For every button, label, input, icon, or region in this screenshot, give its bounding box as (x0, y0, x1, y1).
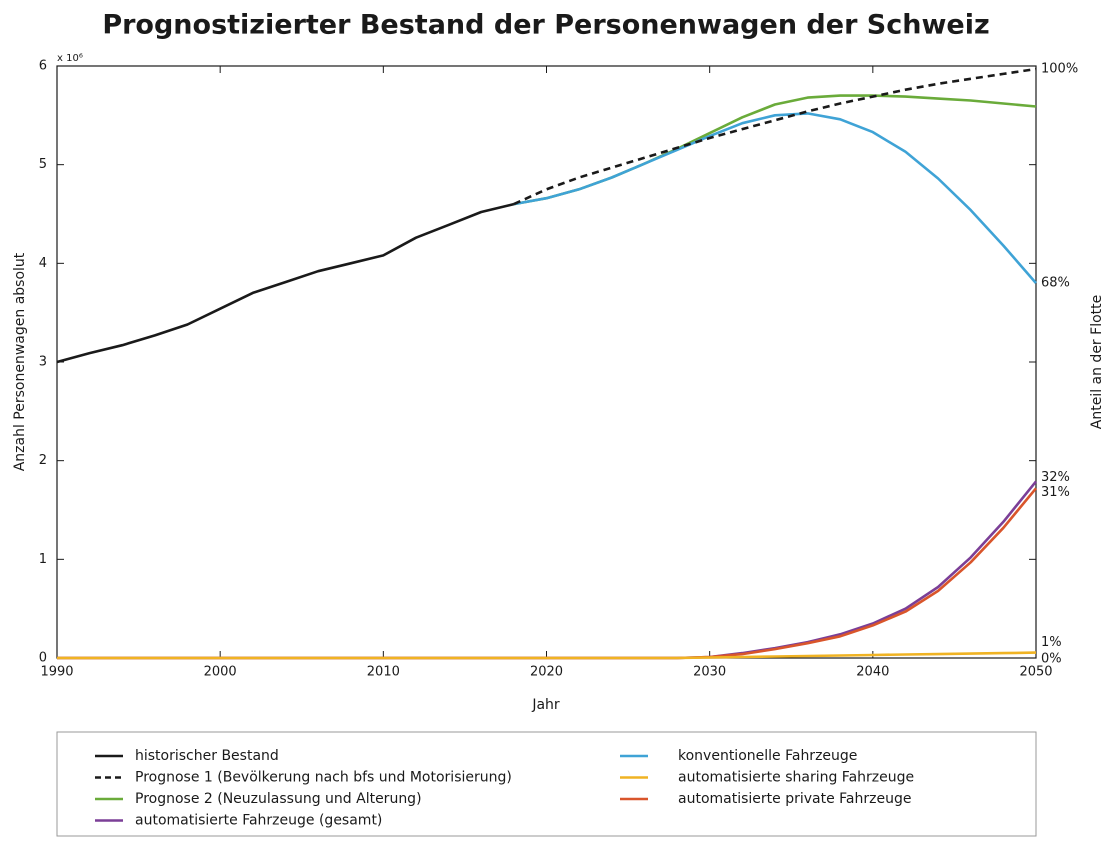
legend-label: konventionelle Fahrzeuge (678, 748, 857, 764)
plot-frame (56, 65, 1037, 659)
end-label: 32% (1041, 470, 1070, 485)
annotation: 0% (1041, 652, 1062, 667)
end-label: 1% (1041, 635, 1062, 650)
y-multiplier: x 10⁶ (57, 53, 83, 64)
legend-label: Prognose 2 (Neuzulassung und Alterung) (135, 791, 422, 807)
legend-label: automatisierte private Fahrzeuge (678, 791, 911, 807)
y-tick-label: 0 (39, 651, 47, 666)
series-line (56, 202, 515, 364)
end-label: 68% (1041, 276, 1070, 291)
end-label: 100% (1041, 61, 1078, 76)
x-tick-label: 2010 (367, 665, 400, 680)
series-line (57, 487, 1038, 660)
legend-frame (56, 731, 1037, 837)
x-tick-label: 2000 (204, 665, 237, 680)
x-tick-label: 2040 (856, 665, 889, 680)
y-tick-label: 5 (39, 157, 47, 172)
legend-label: automatisierte sharing Fahrzeuge (678, 770, 914, 786)
legend-label: historischer Bestand (135, 748, 279, 764)
y2-axis-label: Anteil an der Flotte (1089, 295, 1105, 430)
y-tick-label: 4 (39, 256, 47, 271)
series-line (513, 112, 1037, 284)
y-tick-label: 6 (39, 59, 47, 74)
y-tick-label: 1 (39, 552, 47, 567)
x-tick-label: 2020 (530, 665, 563, 680)
y-tick-label: 2 (39, 453, 47, 468)
series-line (513, 94, 1037, 206)
x-tick-label: 1990 (40, 665, 73, 680)
x-tick-label: 2030 (693, 665, 726, 680)
series-line (57, 651, 1037, 660)
chart-title: Prognostizierter Bestand der Personenwag… (102, 10, 989, 41)
legend-label: automatisierte Fahrzeuge (gesamt) (135, 813, 382, 829)
y-axis-label: Anzahl Personenwagen absolut (12, 252, 28, 471)
x-axis-label: Jahr (531, 697, 560, 713)
y-tick-label: 3 (39, 355, 47, 370)
end-label: 31% (1041, 485, 1070, 500)
x-tick-label: 2050 (1019, 665, 1052, 680)
legend-label: Prognose 1 (Bevölkerung nach bfs und Mot… (135, 770, 512, 786)
series-line (57, 480, 1038, 660)
